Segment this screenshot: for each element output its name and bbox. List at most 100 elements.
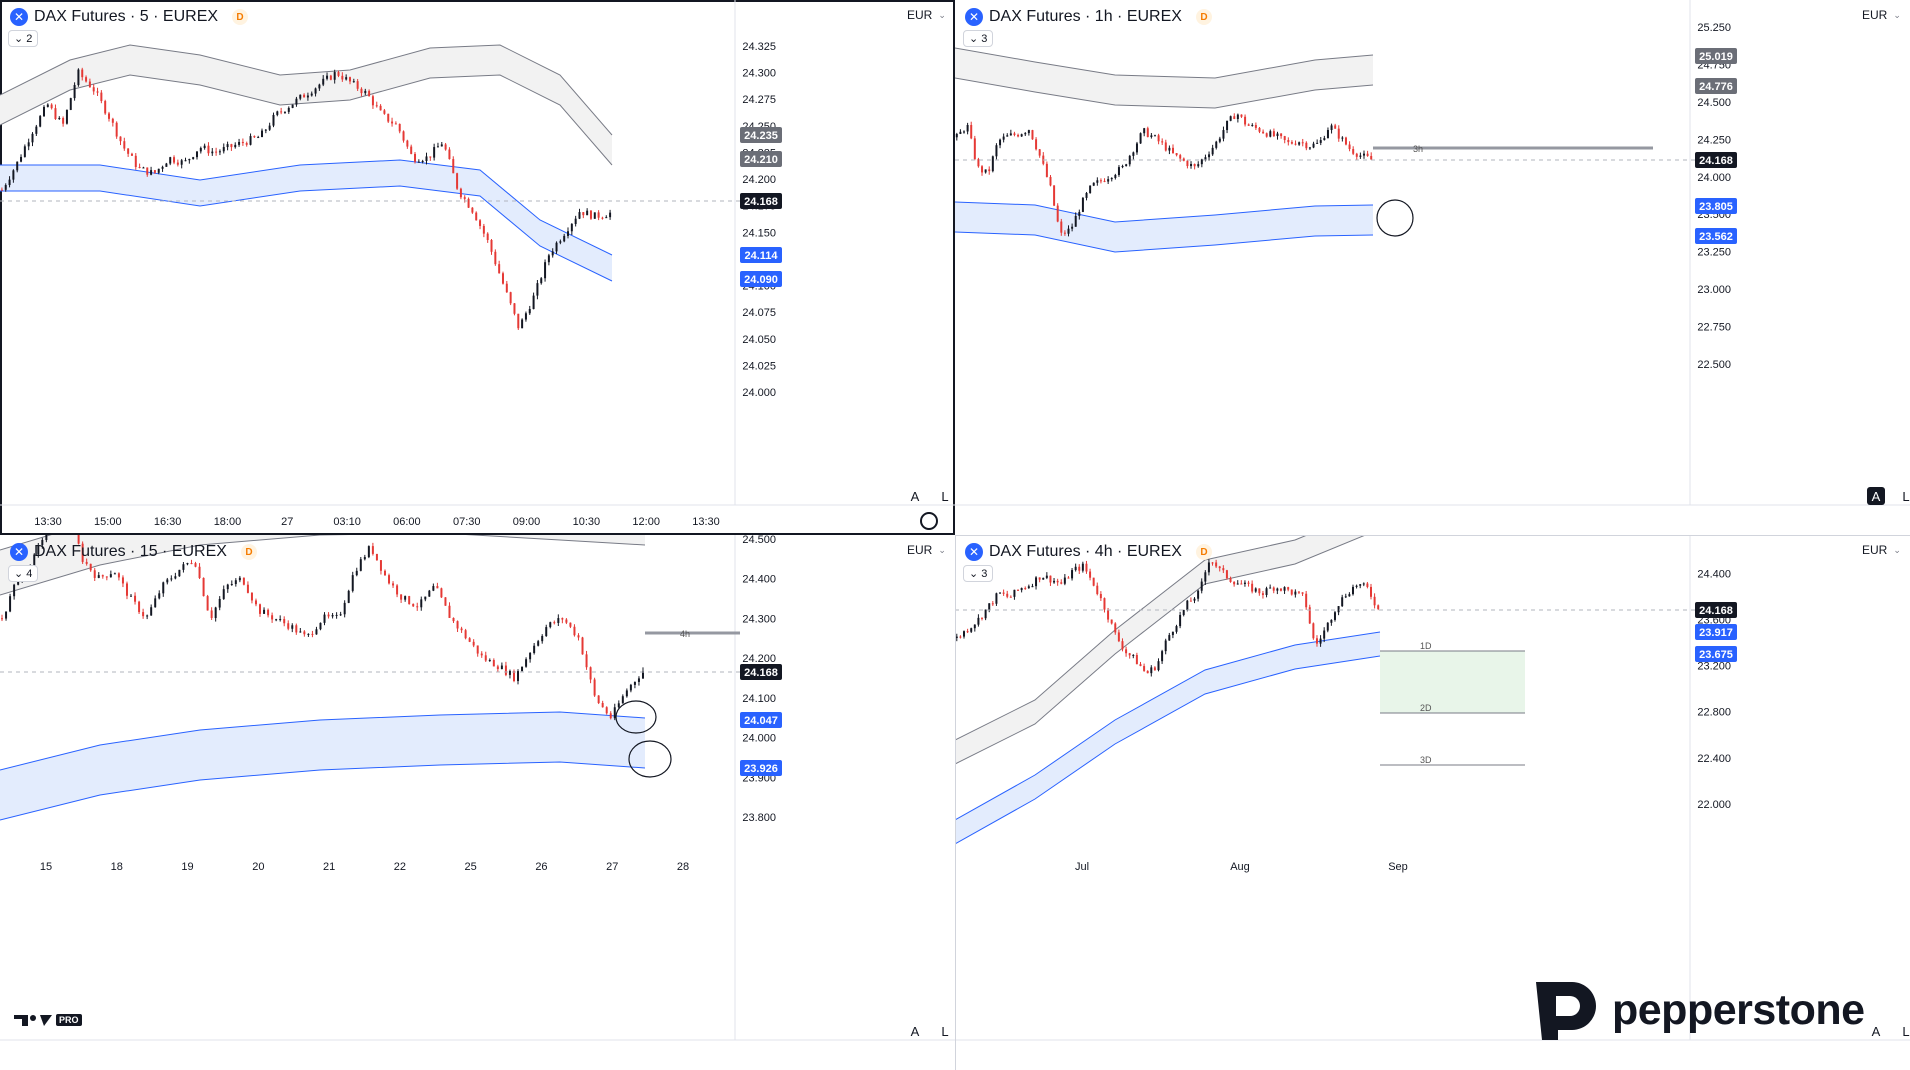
currency-selector[interactable]: EUR ⌄ — [907, 543, 946, 557]
candle-body — [46, 104, 49, 107]
price-tick-label: 23.000 — [1697, 284, 1731, 296]
settings-gear-icon[interactable] — [920, 512, 938, 530]
candle-body — [578, 212, 581, 219]
candle-body — [1081, 563, 1084, 571]
candle-body — [1229, 578, 1232, 582]
candle-body — [1009, 596, 1012, 598]
lower-envelope-line — [0, 761, 646, 821]
price-label: 23.917 — [1699, 627, 1733, 639]
candle-body — [383, 570, 386, 576]
time-tick-label: 28 — [677, 861, 689, 873]
panel-15m[interactable]: 24.60024.50024.40024.30024.20024.10024.0… — [0, 535, 955, 1070]
candle-body — [464, 630, 467, 639]
symbol-title[interactable]: DAX Futures · 4h · EUREX — [989, 543, 1182, 560]
candle-body — [633, 681, 636, 685]
indicator-toggle[interactable]: ⌄ 2 — [8, 30, 39, 47]
candle-body — [1006, 593, 1009, 597]
candle-body — [1301, 592, 1304, 594]
candle-body — [1254, 588, 1257, 592]
indicator-toggle[interactable]: ⌄ 3 — [963, 565, 994, 582]
candle-body — [586, 210, 589, 216]
candle-body — [486, 233, 489, 240]
candle-body — [81, 69, 84, 78]
upper-envelope-line — [0, 44, 613, 136]
chart-1h[interactable]: 25.25024.75024.50024.25024.00023.50023.2… — [955, 0, 1910, 535]
price-label: 23.926 — [744, 763, 778, 775]
candle-body — [77, 69, 80, 86]
candle-body — [1189, 600, 1192, 602]
candle-body — [1197, 164, 1200, 167]
candle-body — [1078, 566, 1081, 571]
candle-body — [206, 596, 209, 611]
candle-body — [257, 137, 260, 139]
candle-body — [480, 653, 483, 656]
currency-selector[interactable]: EUR ⌄ — [907, 8, 946, 22]
panel-4h[interactable]: 25.60024.80024.40023.60023.20022.80022.4… — [955, 535, 1910, 1070]
candle-body — [605, 707, 608, 714]
symbol-title[interactable]: DAX Futures · 1h · EUREX — [989, 8, 1182, 25]
panel-1h[interactable]: 25.250 24.750 24.500 24.250 24.000 23.500 23.2… — [955, 0, 1910, 535]
candle-body — [1146, 128, 1149, 137]
time-tick-label: 21 — [323, 861, 335, 873]
candle-body — [1251, 583, 1254, 592]
upper-envelope-line — [955, 47, 1374, 79]
candle-body — [1078, 211, 1081, 216]
candle-body — [400, 594, 403, 600]
candle-body — [433, 147, 436, 158]
candle-body — [1092, 577, 1095, 586]
candle-body — [1060, 582, 1063, 584]
candle-body — [1013, 589, 1016, 597]
candle-body — [1110, 177, 1113, 180]
candle-body — [1258, 588, 1261, 594]
chart-15m[interactable]: 24.60024.50024.40024.30024.20024.10024.0… — [0, 535, 955, 1070]
candle-body — [271, 615, 274, 620]
price-label: 23.805 — [1699, 201, 1733, 213]
log-scale-button[interactable]: L — [1902, 488, 1910, 504]
symbol-title[interactable]: DAX Futures · 15 · EUREX — [34, 543, 227, 560]
candle-body — [1161, 651, 1164, 662]
time-tick-label: 13:30 — [692, 516, 720, 528]
candle-body — [50, 104, 53, 109]
candle-body — [573, 626, 576, 636]
price-tick-label: 23.200 — [1697, 661, 1731, 673]
price-label-bg — [1695, 624, 1737, 640]
candle-body — [333, 72, 336, 80]
candle-body — [977, 159, 980, 167]
candle-body — [158, 593, 161, 599]
candle-body — [1297, 591, 1300, 593]
indicator-toggle[interactable]: ⌄ 3 — [963, 30, 994, 47]
auto-scale-button[interactable]: A — [1871, 1023, 1881, 1039]
candle-body — [33, 554, 36, 567]
candle-body — [1139, 133, 1142, 144]
candle-body — [130, 153, 133, 156]
candle-body — [1103, 180, 1106, 182]
chart-5m[interactable]: 24.32524.30024.27524.25024.22524.20024.1… — [0, 0, 955, 535]
log-scale-button[interactable]: L — [941, 1023, 949, 1039]
candle-body — [249, 136, 252, 145]
auto-scale-button[interactable]: A — [910, 1023, 920, 1039]
candle-body — [1244, 116, 1247, 125]
currency-selector[interactable]: EUR ⌄ — [1862, 543, 1901, 557]
currency-selector[interactable]: EUR ⌄ — [1862, 8, 1901, 22]
log-scale-button[interactable]: L — [1902, 1023, 1910, 1039]
log-scale-button[interactable]: L — [941, 488, 949, 504]
chart-4h[interactable]: 25.60024.80024.40023.60023.20022.80022.4… — [955, 535, 1910, 1070]
candle-body — [601, 702, 604, 708]
auto-scale-button[interactable]: A — [910, 488, 920, 504]
candle-body — [1218, 566, 1221, 569]
candle-body — [339, 614, 342, 616]
panel-5m[interactable]: 24.32524.30024.27524.25024.22524.20024.1… — [0, 0, 955, 535]
time-tick-label: 15 — [40, 861, 52, 873]
candle-body — [323, 614, 326, 623]
indicator-toggle[interactable]: ⌄ 4 — [8, 565, 39, 582]
candle-body — [1218, 138, 1221, 142]
candle-body — [1193, 163, 1196, 167]
candle-body — [1362, 153, 1365, 156]
candle-body — [157, 168, 160, 173]
candle-body — [230, 583, 233, 585]
auto-scale-button[interactable]: A — [1867, 487, 1885, 505]
upper-envelope-fill — [955, 535, 1366, 764]
candle-body — [202, 577, 205, 597]
candle-body — [472, 641, 475, 646]
symbol-title[interactable]: DAX Futures · 5 · EUREX — [34, 8, 219, 25]
